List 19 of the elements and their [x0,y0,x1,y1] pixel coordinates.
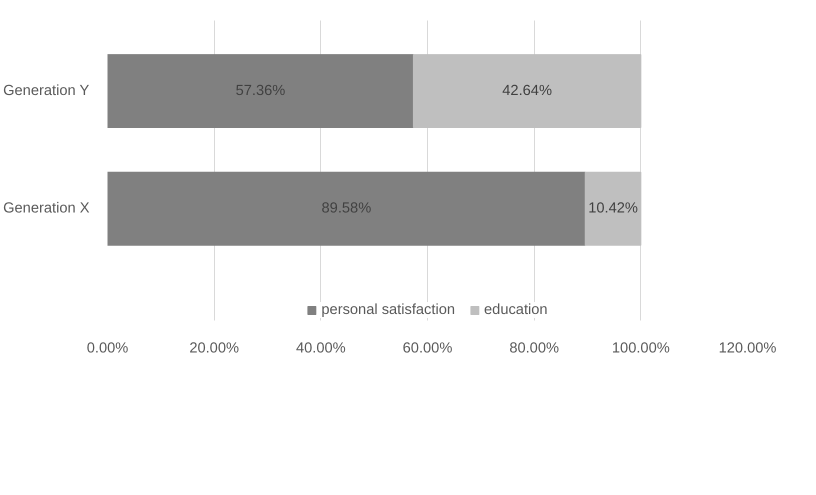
data-label: 89.58% [322,200,372,217]
y-tick-label: Generation Y [3,83,90,100]
x-tick-label: 0.00% [86,340,128,356]
data-label: 42.64% [502,83,552,100]
bar [108,172,586,246]
x-tick-label: 60.00% [402,340,452,356]
bar [412,54,642,128]
x-tick-label: 40.00% [296,340,346,356]
x-tick-label: 120.00% [718,340,776,356]
bar [108,54,414,128]
legend-label: personal satisfaction [321,302,456,318]
x-tick-label: 80.00% [509,340,560,356]
legend-label: education [484,302,548,318]
x-tick-label: 20.00% [189,340,240,356]
y-tick-label: Generation X [3,200,90,217]
data-label: 10.42% [588,200,638,217]
bar [584,172,642,246]
x-tick-label: 100.00% [612,340,670,356]
data-label: 57.36% [236,83,286,100]
